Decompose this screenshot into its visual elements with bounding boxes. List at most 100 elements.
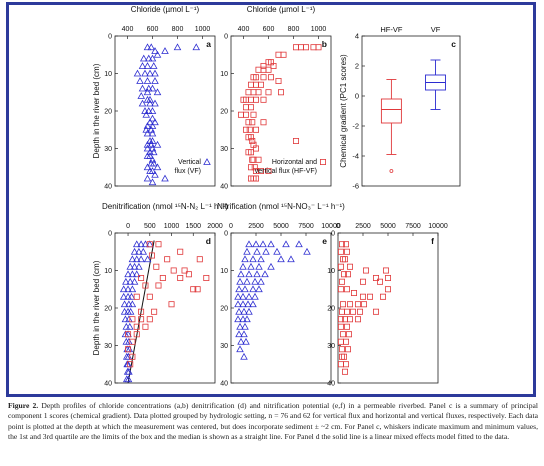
data-point-square <box>252 96 259 103</box>
data-point-triangle <box>267 262 275 270</box>
panel-title: Chloride (µmol L⁻¹) <box>247 5 316 14</box>
y-tick-label: 20 <box>104 306 112 313</box>
data-point-square <box>125 331 132 338</box>
data-point-triangle <box>143 144 152 152</box>
data-point-triangle <box>146 148 154 156</box>
data-point-triangle <box>125 315 133 323</box>
series-hf-vf <box>125 241 210 368</box>
data-point-triangle <box>128 300 137 308</box>
data-point-square <box>277 89 284 96</box>
data-point-square <box>379 293 386 300</box>
data-point-triangle <box>122 277 130 285</box>
data-point-square <box>342 241 349 248</box>
data-point-triangle <box>151 170 159 178</box>
x-tick-label: 400 <box>122 26 134 33</box>
data-point-square <box>260 74 267 81</box>
data-point-square <box>246 126 253 133</box>
data-point-square <box>250 89 257 96</box>
data-point-triangle <box>245 240 253 248</box>
data-point-triangle <box>138 99 147 107</box>
category-label: HF-VF <box>380 25 402 34</box>
x-tick-label: 7500 <box>405 223 421 230</box>
data-point-triangle <box>253 270 261 278</box>
data-point-triangle <box>128 255 137 263</box>
series-vertical-flux-vf- <box>133 43 201 186</box>
outlier-point <box>389 169 394 173</box>
data-point-square <box>133 323 140 330</box>
data-point-triangle <box>148 54 157 62</box>
data-point-triangle <box>153 140 162 148</box>
data-point-triangle <box>237 337 245 345</box>
series-vf <box>234 240 311 360</box>
data-point-square <box>350 289 357 296</box>
data-point-square <box>384 274 391 281</box>
series-vf <box>119 240 154 383</box>
data-point-square <box>129 338 136 345</box>
panel-title: Denitrification (nmol ¹⁵N-N₂ L⁻¹ h⁻¹) <box>102 202 228 211</box>
panel-c: c -6 -4 -2 0 2 4 Chemical gradient (PC1 scores)… <box>339 25 461 191</box>
data-point-square <box>384 286 391 293</box>
data-point-square <box>247 134 254 141</box>
data-point-triangle <box>144 54 153 62</box>
data-point-triangle <box>149 62 158 69</box>
data-point-triangle <box>137 92 146 99</box>
data-point-triangle <box>149 159 158 167</box>
data-point-triangle <box>124 285 132 293</box>
data-point-square <box>341 256 348 263</box>
y-tick-label: -2 <box>352 122 359 131</box>
data-point-triangle <box>127 292 136 300</box>
y-tick-label: 10 <box>220 71 228 78</box>
data-point-triangle <box>235 285 243 293</box>
data-point-triangle <box>252 240 260 248</box>
data-point-triangle <box>151 69 159 77</box>
data-point-square <box>257 81 264 88</box>
data-point-square <box>337 286 344 293</box>
data-point-square <box>267 74 274 81</box>
panel-c-axes-box <box>361 35 461 187</box>
panel-b-letter: b <box>322 39 327 49</box>
data-point-triangle <box>137 240 145 248</box>
data-point-triangle <box>277 255 285 263</box>
data-point-square <box>337 361 344 368</box>
y-tick-label: 4 <box>355 32 359 41</box>
data-point-square <box>280 51 287 58</box>
data-point-square <box>142 323 149 330</box>
data-point-triangle <box>234 300 242 308</box>
data-point-square <box>129 316 136 323</box>
data-point-triangle <box>262 247 270 255</box>
data-point-triangle <box>239 300 247 308</box>
data-point-triangle <box>132 255 141 263</box>
y-tick-label: 0 <box>108 231 112 238</box>
y-tick-label: 40 <box>327 381 335 388</box>
data-point-square <box>146 293 153 300</box>
data-point-triangle <box>236 322 244 330</box>
x-tick-label: 5000 <box>273 223 289 230</box>
data-point-square <box>155 241 162 248</box>
data-point-square <box>349 308 356 315</box>
legend-marker-triangle <box>203 158 211 165</box>
data-point-square <box>337 248 344 255</box>
y-tick-label: 20 <box>220 306 228 313</box>
data-point-square <box>372 274 379 281</box>
data-point-square <box>252 81 259 88</box>
data-point-square <box>315 44 322 51</box>
data-point-triangle <box>234 292 242 300</box>
data-point-triangle <box>239 315 247 323</box>
data-point-square <box>168 301 175 308</box>
data-point-square <box>339 256 346 263</box>
data-point-triangle <box>240 330 248 338</box>
data-point-square <box>194 286 201 293</box>
data-point-square <box>190 286 197 293</box>
data-point-triangle <box>257 277 265 285</box>
data-point-square <box>170 267 177 274</box>
data-point-triangle <box>153 50 162 58</box>
data-point-square <box>338 308 345 315</box>
data-point-square <box>376 278 383 285</box>
data-point-triangle <box>151 99 159 107</box>
data-point-square <box>297 44 304 51</box>
y-tick-label: 30 <box>220 343 228 350</box>
y-tick-label: 0 <box>355 92 359 101</box>
data-point-triangle <box>255 262 263 270</box>
data-point-square <box>142 282 149 289</box>
data-point-square <box>341 316 348 323</box>
